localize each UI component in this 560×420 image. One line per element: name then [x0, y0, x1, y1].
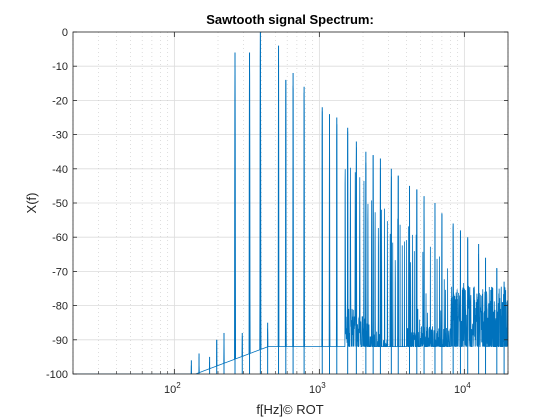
plot-clip-group — [73, 32, 508, 374]
y-tick-label: -50 — [52, 198, 68, 210]
y-tick-label: -80 — [52, 301, 68, 313]
y-tick-label: -100 — [46, 369, 68, 381]
y-axis-label: X(f) — [24, 193, 39, 214]
x-axis-label: f[Hz]© ROT — [256, 402, 323, 417]
y-tick-label: -20 — [52, 95, 68, 107]
y-tick-label: 0 — [62, 27, 68, 39]
y-tick-label: -70 — [52, 266, 68, 278]
spectrum-line — [73, 32, 508, 374]
y-tick-label: -30 — [52, 130, 68, 142]
y-tick-label: -90 — [52, 335, 68, 347]
y-tick-label: -40 — [52, 164, 68, 176]
y-tick-label: -10 — [52, 61, 68, 73]
chart-title: Sawtooth signal Spectrum: — [206, 12, 374, 27]
y-tick-label: -60 — [52, 232, 68, 244]
